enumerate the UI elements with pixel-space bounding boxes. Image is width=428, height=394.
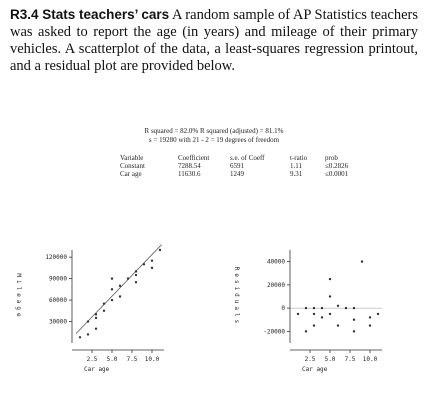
y-tick-label: 90000 <box>49 276 67 283</box>
point <box>118 284 122 287</box>
y-axis-label: Mileage <box>15 273 22 319</box>
point <box>158 248 162 252</box>
y-tick-label: 60000 <box>49 297 67 304</box>
plot: 30000 60000 90000 120000 2.5 5.0 7.5 10.0 Car ag… <box>15 244 164 373</box>
point <box>320 306 324 310</box>
point <box>376 312 380 316</box>
point <box>328 295 332 298</box>
point <box>78 336 82 339</box>
point <box>360 260 364 263</box>
column-header: Coefficient <box>178 154 209 162</box>
table-cell: ≤0.2826 <box>325 162 349 170</box>
point <box>312 306 316 310</box>
problem: R3.4 Stats teachers’ cars A random sampl… <box>10 6 418 75</box>
y-axis-label: Residuals <box>233 267 240 327</box>
table-cell: Car age <box>120 170 142 178</box>
point <box>118 295 122 298</box>
point <box>102 309 106 313</box>
summary-line: R squared = 82.0% R squared (adjusted) =… <box>145 127 284 135</box>
table-cell: 1.11 <box>290 162 302 170</box>
column-header: t-ratio <box>290 154 308 162</box>
table-cell: 9.31 <box>290 170 303 178</box>
y-tick-label: 30000 <box>49 319 67 326</box>
point <box>344 306 348 310</box>
x-axis-label: Car age <box>302 366 328 373</box>
x-tick-label: 10.0 <box>363 356 378 363</box>
point <box>126 277 130 280</box>
problem-label: R3.4 Stats teachers’ cars <box>10 7 170 22</box>
point <box>150 259 154 262</box>
point <box>304 306 308 310</box>
y-tick-label: 40000 <box>267 259 285 266</box>
point <box>296 312 300 316</box>
point <box>110 277 114 280</box>
x-tick-label: 5.0 <box>107 356 118 363</box>
point <box>102 302 106 305</box>
point <box>94 327 98 330</box>
y-tick-label: 20000 <box>267 282 285 289</box>
point <box>312 312 316 316</box>
x-tick-label: 7.5 <box>127 356 138 363</box>
regression-line <box>75 244 162 334</box>
y-tick-label: -20000 <box>263 328 285 335</box>
point <box>110 288 114 291</box>
table-cell: 6591 <box>230 162 245 170</box>
point <box>336 324 340 327</box>
x-tick-label: 5.0 <box>325 356 336 363</box>
summary-line: s = 19280 with 21 - 2 = 19 degrees of fr… <box>149 136 280 144</box>
point <box>134 270 138 273</box>
point <box>336 304 340 307</box>
point <box>86 320 90 323</box>
point <box>94 316 98 320</box>
point <box>328 312 332 316</box>
x-tick-label: 2.5 <box>305 356 316 363</box>
column-header: prob <box>325 154 338 162</box>
x-tick-label: 7.5 <box>345 356 356 363</box>
table-cell: 1249 <box>230 170 245 178</box>
point <box>142 263 146 266</box>
point <box>304 330 308 333</box>
table-cell: ≤0.0001 <box>325 170 349 178</box>
problem-text: A random sample of AP Statistics teacher… <box>10 7 419 74</box>
table-cell: Constant <box>120 162 145 170</box>
table-cell: 11630.6 <box>178 170 201 178</box>
plot: -20000 0 20000 40000 2.5 5.0 7.5 10.0 Car age Res… <box>233 250 382 373</box>
point <box>110 298 114 302</box>
point <box>352 306 356 310</box>
point <box>150 266 154 270</box>
point <box>134 273 138 277</box>
point <box>134 280 138 284</box>
y-tick-label: 0 <box>281 305 285 312</box>
point <box>328 277 332 281</box>
point <box>368 316 372 319</box>
y-tick-label: 120000 <box>45 254 67 261</box>
point <box>352 330 356 333</box>
column-header: s.e. of Coeff <box>230 154 265 162</box>
x-tick-label: 2.5 <box>87 356 98 363</box>
column-header: Variable <box>120 154 143 162</box>
x-tick-label: 10.0 <box>145 356 160 363</box>
x-axis-label: Car age <box>84 366 110 373</box>
point <box>312 324 316 327</box>
point <box>352 318 356 321</box>
table-cell: 7288.54 <box>178 162 201 170</box>
point <box>94 313 98 316</box>
point <box>320 316 324 319</box>
point <box>368 324 372 327</box>
point <box>86 333 90 336</box>
